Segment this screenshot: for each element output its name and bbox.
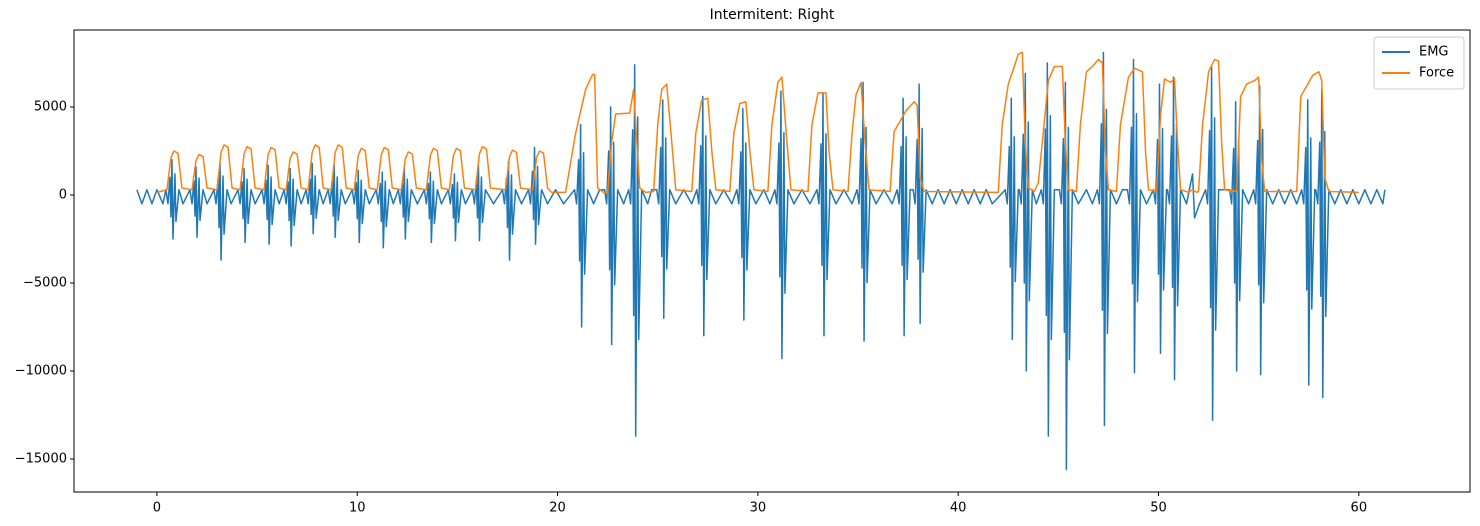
x-tick-label: 50 [1150, 501, 1167, 516]
x-tick-label: 60 [1351, 501, 1368, 516]
y-tick-label: −15000 [15, 452, 67, 467]
y-tick-label: −5000 [23, 276, 67, 291]
legend-label: EMG [1419, 45, 1449, 60]
series-line [136, 51, 1386, 471]
x-tick-label: 10 [349, 501, 366, 516]
x-tick-label: 20 [549, 501, 566, 516]
x-tick-label: 40 [950, 501, 967, 516]
legend-label: Force [1419, 66, 1454, 81]
legend: EMG Force [1373, 36, 1465, 90]
y-tick-label: 5000 [34, 100, 67, 115]
chart-title: Intermitent: Right [710, 7, 835, 23]
legend-box [1373, 36, 1465, 90]
axes-frame [73, 29, 1471, 493]
series-line [156, 51, 1359, 194]
y-tick-label: −10000 [15, 364, 67, 379]
y-tick-label: 0 [59, 188, 67, 203]
x-tick-label: 0 [153, 501, 161, 516]
plot-area [136, 51, 1386, 471]
x-tick-label: 30 [750, 501, 767, 516]
